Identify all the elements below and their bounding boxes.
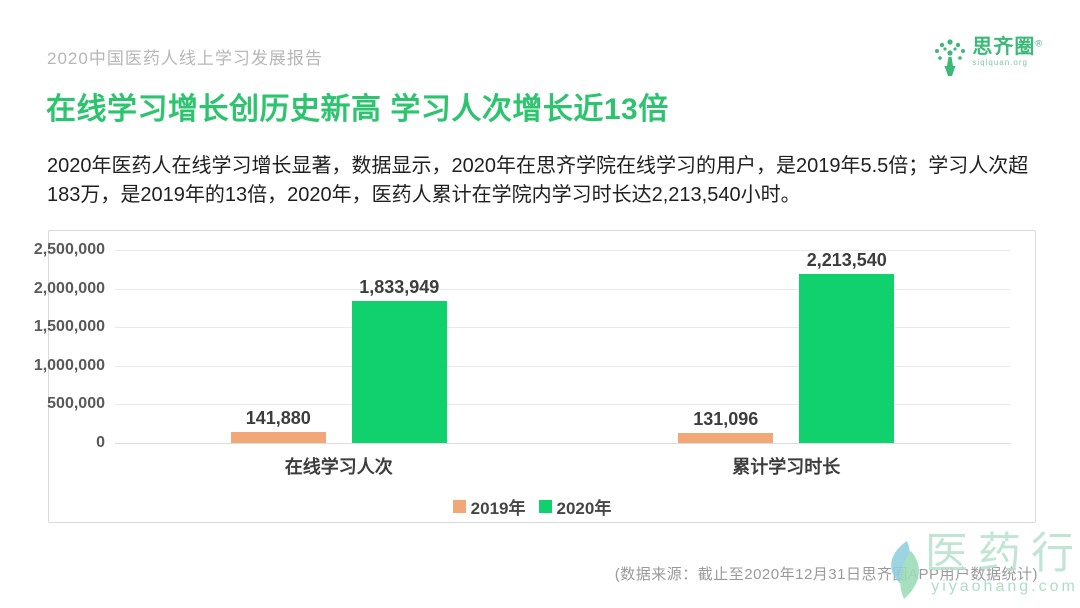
legend-item-2020: 2020年 [538,494,612,519]
gridline [115,404,1010,406]
brand-logo: 思齐圈® siqiquan.org [932,36,1042,83]
gridline [115,327,1010,329]
bar-with-label: 1,833,949 [351,250,447,443]
legend-item-2019: 2019年 [452,494,526,519]
bar-groups: 141,880 1,833,949 131,096 2,213,540 [115,250,1010,443]
bar-value-label: 2,213,540 [806,250,887,270]
category-label: 在线学习人次 [284,457,393,477]
x-axis-labels: 在线学习人次 累计学习时长 [115,453,1010,479]
legend-swatch-2020 [538,500,552,513]
data-source-note: (数据来源：截止至2020年12月31日思齐圈APP用户数据统计) [614,566,1038,583]
bar-group: 141,880 1,833,949 [115,250,563,443]
bar-2020年 [799,274,895,443]
chart-legend: 2019年 2020年 [39,494,1025,519]
bar-2019年 [230,432,326,443]
watermark-url: yiyaohang.com [931,578,1078,596]
bar-chart: 2,500,000 2,000,000 1,500,000 1,000,000 500,… [34,230,1036,523]
watermark-leaf-icon [877,539,931,608]
tree-logo-icon [932,36,968,83]
watermark-name: 医药行 [925,530,1080,578]
y-tick-label: 500,000 [47,395,105,413]
bar-2020年 [351,301,447,443]
watermark: 医药行 yiyaohang.com [877,530,1080,608]
y-tick-label: 1,500,000 [33,318,105,336]
legend-label-2020: 2020年 [556,499,612,518]
gridline [115,250,1010,251]
bar-value-label: 141,880 [245,408,311,429]
y-tick-label: 2,500,000 [33,241,105,258]
logo-subtext: siqiquan.org [972,58,1028,67]
registered-mark: ® [1035,38,1042,49]
bar-2019年 [678,432,774,443]
category-label: 累计学习时长 [732,457,841,477]
legend-swatch-2019 [452,500,466,513]
bar-group: 131,096 2,213,540 [563,250,1011,443]
report-label: 2020中国医药人线上学习发展报告 [47,49,323,68]
plot-area: 141,880 1,833,949 131,096 2,213,540 [115,250,1010,444]
logo-name: 思齐圈 [972,36,1036,58]
bar-with-label: 131,096 [678,250,774,443]
bar-with-label: 2,213,540 [799,250,895,443]
gridline [115,288,1010,290]
intro-paragraph: 2020年医药人在线学习增长显著，数据显示，2020年在思齐学院在线学习的用户，… [47,155,1029,206]
gridline [115,443,1010,444]
gridline [115,365,1010,367]
bar-with-label: 141,880 [230,250,326,443]
y-tick-label: 2,000,000 [33,279,105,297]
page-title: 在线学习增长创历史新高 学习人次增长近13倍 [46,93,669,126]
y-tick-label: 0 [96,434,105,451]
bar-value-label: 1,833,949 [359,277,440,298]
y-axis: 2,500,000 2,000,000 1,500,000 1,000,000 500,… [34,241,105,451]
legend-label-2019: 2019年 [470,499,526,518]
bar-value-label: 131,096 [693,408,759,429]
y-tick-label: 1,000,000 [33,356,105,374]
